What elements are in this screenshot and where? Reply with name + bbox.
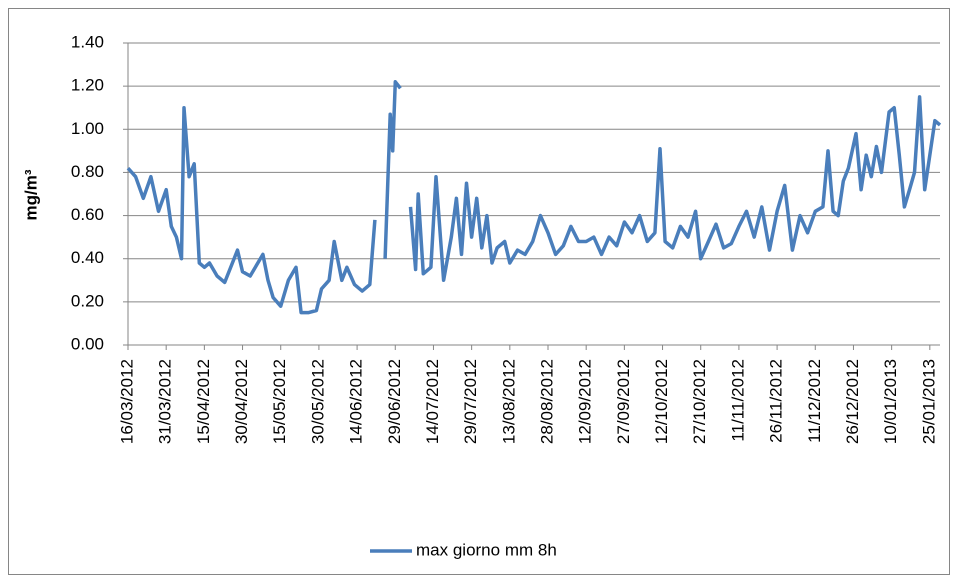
y-tick-label: 0.20 <box>71 291 104 310</box>
y-tick-label: 0.80 <box>71 162 104 181</box>
x-tick-label: 10/01/2013 <box>881 359 900 444</box>
y-tick-label: 0.00 <box>71 334 104 353</box>
x-tick-label: 15/04/2012 <box>194 359 213 444</box>
y-tick-label: 1.40 <box>71 32 104 51</box>
y-tick-label: 1.20 <box>71 76 104 95</box>
x-tick-label: 29/07/2012 <box>461 359 480 444</box>
x-tick-label: 14/07/2012 <box>423 359 442 444</box>
x-tick-label: 11/12/2012 <box>805 359 824 443</box>
x-tick-label: 12/09/2012 <box>576 359 595 444</box>
x-tick-label: 25/01/2013 <box>919 359 938 444</box>
x-tick-label: 31/03/2012 <box>156 359 175 444</box>
x-tick-label: 15/05/2012 <box>270 359 289 444</box>
x-tick-label: 26/11/2012 <box>767 359 786 443</box>
x-tick-label: 13/08/2012 <box>499 359 518 444</box>
legend-label: max giorno mm 8h <box>416 540 557 559</box>
y-tick-label: 0.40 <box>71 248 104 267</box>
y-tick-label: 1.00 <box>71 119 104 138</box>
y-axis-label: mg/m³ <box>21 169 40 220</box>
x-tick-label: 29/06/2012 <box>385 359 404 444</box>
chart-border <box>8 8 950 575</box>
y-tick-label: 0.60 <box>71 205 104 224</box>
x-tick-label: 27/09/2012 <box>614 359 633 444</box>
x-tick-label: 30/05/2012 <box>308 359 327 444</box>
x-tick-label: 12/10/2012 <box>652 359 671 444</box>
x-tick-label: 30/04/2012 <box>232 359 251 444</box>
x-tick-label: 11/11/2012 <box>728 359 747 442</box>
x-tick-label: 14/06/2012 <box>347 359 366 444</box>
x-tick-label: 28/08/2012 <box>537 359 556 444</box>
x-tick-label: 26/12/2012 <box>843 359 862 444</box>
x-tick-label: 16/03/2012 <box>117 359 136 444</box>
x-tick-label: 27/10/2012 <box>690 359 709 444</box>
data-line <box>126 80 942 315</box>
